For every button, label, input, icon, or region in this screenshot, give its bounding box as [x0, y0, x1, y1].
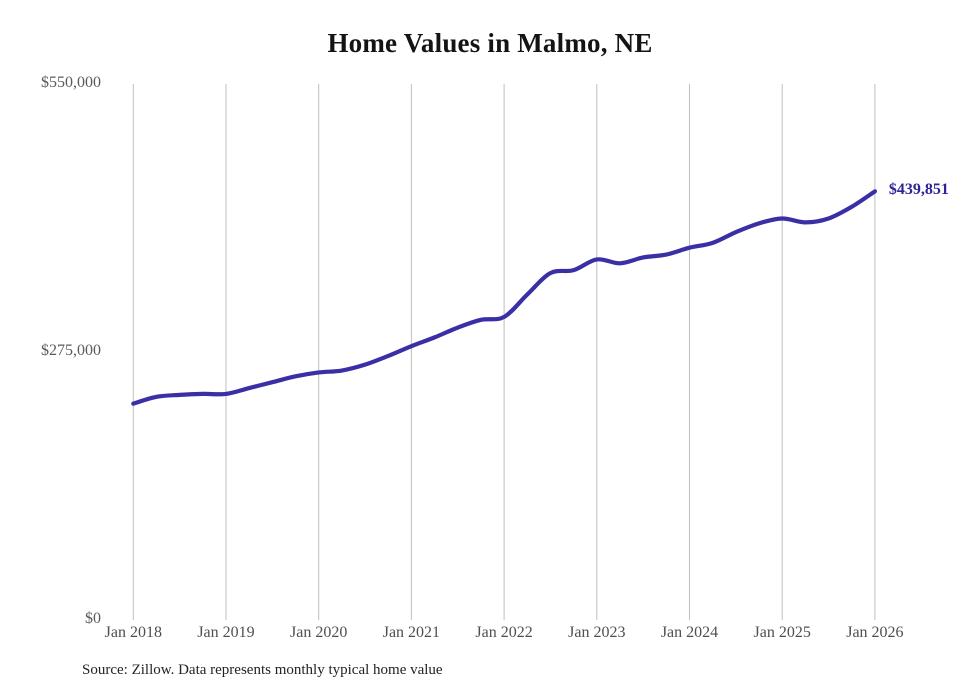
- y-axis-tick-label: $275,000: [41, 342, 101, 359]
- x-axis-tick-label: Jan 2022: [475, 624, 533, 641]
- x-axis-tick-label: Jan 2024: [660, 624, 719, 641]
- y-axis-tick-label: $550,000: [41, 74, 101, 91]
- source-note: Source: Zillow. Data represents monthly …: [82, 662, 443, 678]
- x-axis-tick-label: Jan 2025: [753, 624, 811, 641]
- gridlines: [132, 84, 876, 620]
- x-axis-tick-label: Jan 2026: [846, 624, 904, 641]
- y-axis-tick-label: $0: [85, 610, 101, 627]
- chart-title: Home Values in Malmo, NE: [327, 28, 653, 58]
- home-value-line: [131, 189, 877, 406]
- x-axis-tick-label: Jan 2019: [197, 624, 255, 641]
- end-point-value-label: $439,851: [888, 181, 949, 199]
- x-axis-tick-label: Jan 2018: [104, 624, 162, 641]
- x-axis-tick-label: Jan 2021: [382, 624, 441, 641]
- x-axis-tick-label: Jan 2023: [568, 624, 626, 641]
- x-axis-tick-label: Jan 2020: [290, 624, 348, 641]
